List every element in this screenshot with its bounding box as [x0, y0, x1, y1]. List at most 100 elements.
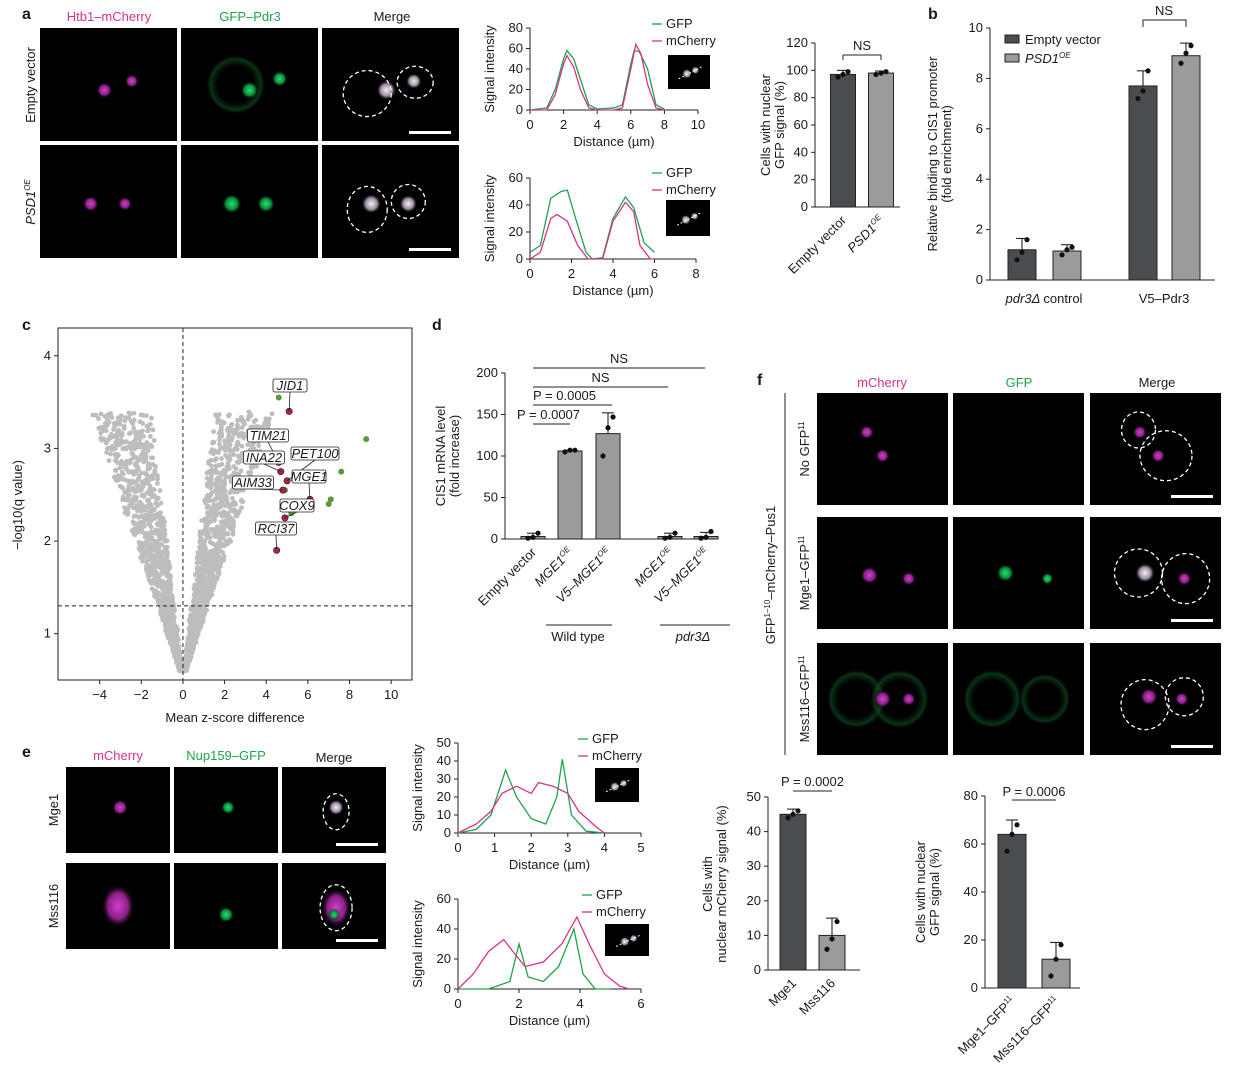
data-point	[139, 540, 145, 546]
row-label: Mss116	[46, 884, 61, 929]
data-point	[207, 571, 212, 576]
data-point	[146, 497, 152, 503]
data-point	[148, 491, 154, 497]
cell-outline	[390, 183, 426, 220]
x-tick-label: −4	[92, 687, 107, 702]
data-point	[117, 483, 123, 489]
label-box	[279, 498, 315, 513]
data-point	[152, 470, 158, 475]
cell-signal	[859, 425, 874, 440]
y-tick-label: 60	[964, 836, 978, 851]
data-point	[124, 462, 129, 468]
data-point	[215, 484, 221, 490]
inset-image	[668, 55, 710, 89]
data-point	[234, 447, 240, 452]
inset-signal	[619, 936, 630, 947]
data-point	[126, 503, 132, 509]
significance-bracket	[1142, 19, 1187, 27]
data-point	[1188, 43, 1194, 49]
data-point	[202, 579, 208, 585]
data-point	[138, 430, 144, 436]
data-point	[132, 526, 137, 532]
label-leader	[288, 391, 291, 412]
x-tick-label: 0	[454, 996, 461, 1011]
data-point	[109, 434, 115, 440]
data-point	[147, 421, 153, 427]
row-label: Mge1	[46, 794, 61, 827]
y-tick-label: 4	[44, 348, 51, 363]
bar	[1171, 55, 1201, 281]
cell-outline	[1164, 677, 1204, 717]
data-point	[209, 447, 215, 453]
data-point	[154, 592, 160, 598]
cell-signal	[96, 82, 113, 99]
micrograph-tile	[953, 643, 1084, 755]
data-point	[147, 501, 153, 507]
data-point	[150, 547, 156, 553]
data-point	[103, 440, 109, 446]
bar	[830, 73, 856, 208]
data-point	[153, 500, 159, 506]
data-point	[149, 444, 155, 450]
y-tick-label: 20	[437, 951, 451, 966]
micrograph-tile	[1090, 643, 1221, 755]
label-box	[255, 521, 297, 536]
data-point	[219, 486, 225, 492]
data-point	[217, 442, 223, 447]
data-point	[138, 555, 143, 560]
series-line-gfp	[457, 759, 605, 834]
data-point	[143, 455, 149, 461]
data-point	[163, 607, 169, 613]
micrographs	[40, 28, 1221, 949]
micrograph-tile	[40, 145, 177, 258]
data-point	[1014, 257, 1020, 263]
data-point	[239, 443, 245, 449]
data-point	[108, 451, 113, 457]
significance-label: NS	[591, 370, 609, 385]
data-point	[883, 69, 889, 75]
data-point	[195, 568, 201, 573]
data-point	[177, 660, 183, 666]
data-point	[151, 437, 157, 443]
data-point	[106, 458, 112, 463]
data-point	[140, 558, 145, 564]
series-line-mcherry	[530, 42, 665, 111]
data-point	[221, 558, 226, 563]
data-point	[201, 612, 206, 618]
data-point	[156, 528, 162, 534]
data-point	[192, 582, 198, 588]
data-point	[136, 483, 141, 489]
data-point	[115, 473, 121, 478]
cell-signal	[826, 669, 887, 729]
micrograph-tile	[817, 393, 948, 505]
data-point	[834, 918, 840, 925]
data-point	[193, 591, 199, 596]
data-point	[131, 521, 137, 527]
data-point	[202, 589, 208, 594]
inset-signal	[680, 214, 691, 225]
data-point	[209, 578, 215, 583]
data-point	[203, 500, 208, 506]
data-point	[203, 532, 208, 538]
data-point	[175, 648, 181, 653]
panel-letter-f: f	[757, 372, 763, 389]
y-tick-label: 60	[437, 891, 451, 906]
row-label: No GFP11	[797, 421, 812, 477]
data-point	[230, 495, 235, 501]
data-point	[197, 545, 203, 551]
data-point	[1053, 956, 1059, 962]
data-point	[1009, 831, 1015, 838]
data-point	[142, 470, 148, 476]
data-point	[239, 425, 245, 430]
data-point	[154, 497, 160, 502]
data-point	[256, 443, 262, 448]
micrograph-tile	[1090, 393, 1221, 505]
data-point	[170, 640, 176, 646]
cell-outline	[342, 69, 392, 118]
data-point	[241, 435, 247, 441]
x-tick-label: −2	[134, 687, 149, 702]
data-point	[176, 664, 182, 670]
data-point	[233, 488, 239, 494]
